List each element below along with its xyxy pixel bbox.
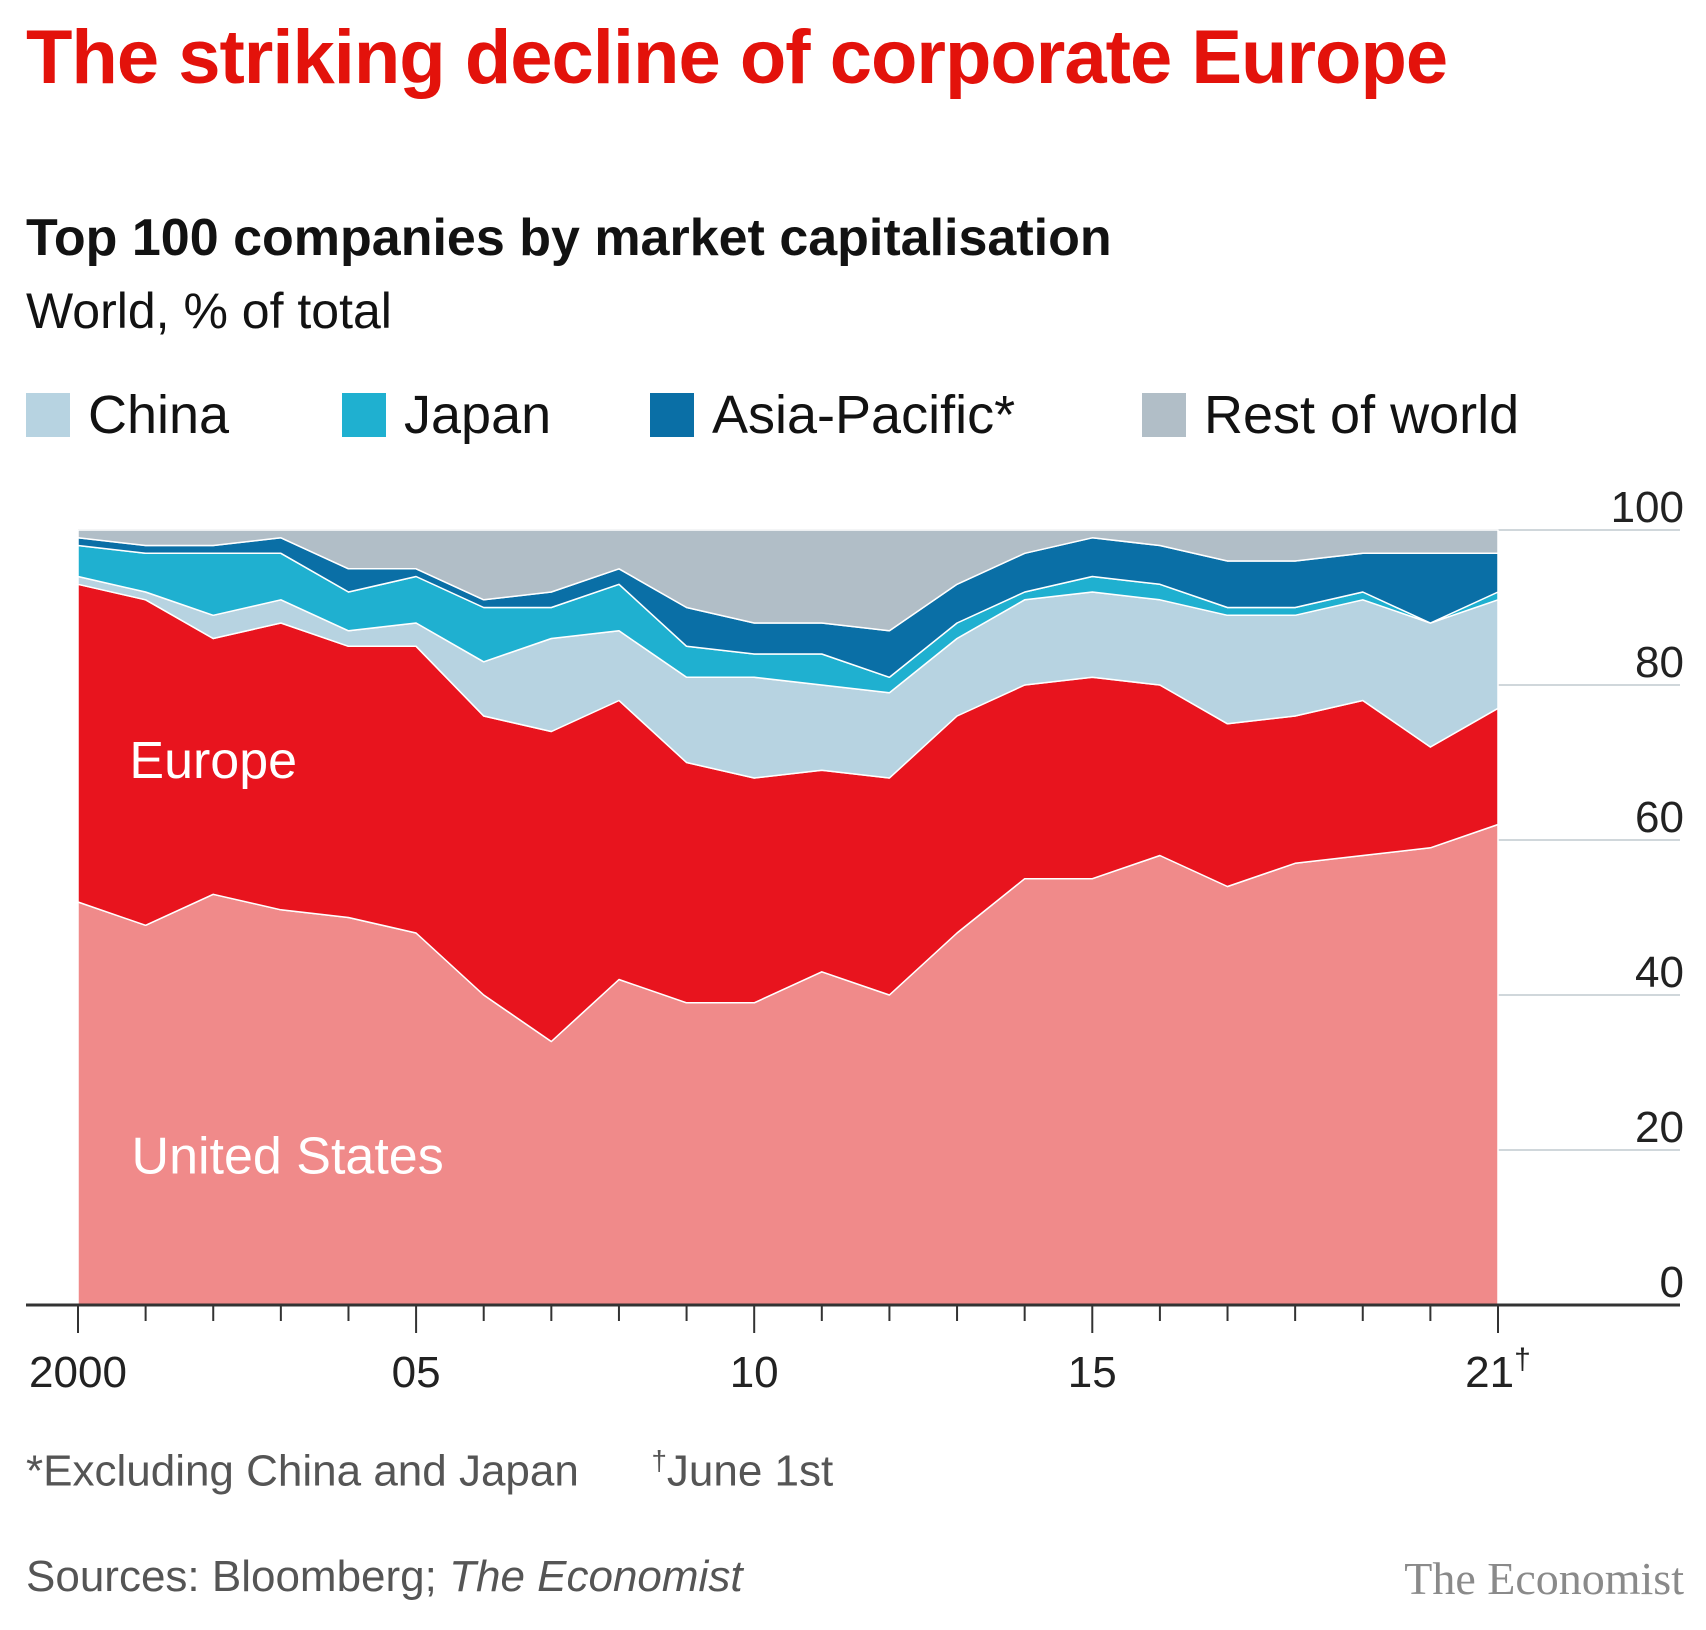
legend-swatch-japan [342, 393, 386, 437]
y-tick-label-100: 100 [1611, 483, 1684, 532]
legend-item-japan: Japan [342, 385, 551, 445]
x-tick-label-2015: 15 [1068, 1348, 1117, 1390]
y-tick-label-0: 0 [1660, 1258, 1684, 1307]
chart-unit-label: World, % of total [26, 283, 392, 339]
footnote-dagger-mark: † [651, 1445, 667, 1476]
legend-item-asia-pacific: Asia-Pacific* [650, 385, 1015, 445]
y-tick-label-20: 20 [1635, 1103, 1684, 1152]
y-tick-label-40: 40 [1635, 948, 1684, 997]
legend-label-asia-pacific: Asia-Pacific* [712, 385, 1016, 445]
annotation-united-states: United States [132, 1127, 444, 1185]
legend-label-rest-of-world: Rest of world [1204, 385, 1520, 445]
brand-wordmark: The Economist [1404, 1553, 1684, 1604]
source-italic: The Economist [449, 1552, 743, 1601]
y-tick-label-60: 60 [1635, 793, 1684, 842]
x-tick-dagger: † [1514, 1343, 1531, 1376]
legend-item-china: China [26, 385, 229, 445]
source-prefix: Sources: Bloomberg; [26, 1552, 450, 1601]
y-tick-label-80: 80 [1635, 638, 1684, 687]
x-tick-label-2005: 05 [392, 1348, 441, 1390]
footnote-asterisk: *Excluding China and Japan [26, 1446, 579, 1496]
chart-title: The striking decline of corporate Europe [26, 15, 1448, 100]
legend-swatch-asia-pacific [650, 393, 694, 437]
footnotes: *Excluding China and Japan †June 1st [26, 1445, 833, 1497]
chart-subtitle: Top 100 companies by market capitalisati… [26, 209, 1112, 267]
x-tick-label-2000: 2000 [29, 1348, 127, 1390]
stacked-area-chart: 0 20 40 60 80 100 2000 05 10 15 21† Europe United St… [26, 483, 1684, 1390]
legend: China Japan Asia-Pacific* Rest of world [26, 385, 1666, 445]
area-rest-of-world [77, 529, 1499, 632]
legend-label-japan: Japan [404, 385, 552, 445]
annotation-europe: Europe [129, 732, 297, 790]
x-tick-label-2021: 21† [1465, 1343, 1531, 1390]
legend-swatch-china [26, 393, 70, 437]
footnote-dagger-text: June 1st [666, 1446, 834, 1496]
source-note: Sources: Bloomberg; The Economist [26, 1552, 743, 1602]
legend-label-china: China [88, 385, 230, 445]
legend-swatch-rest-of-world [1142, 393, 1186, 437]
x-tick-label-2010: 10 [730, 1348, 779, 1390]
legend-item-rest-of-world: Rest of world [1142, 385, 1519, 445]
